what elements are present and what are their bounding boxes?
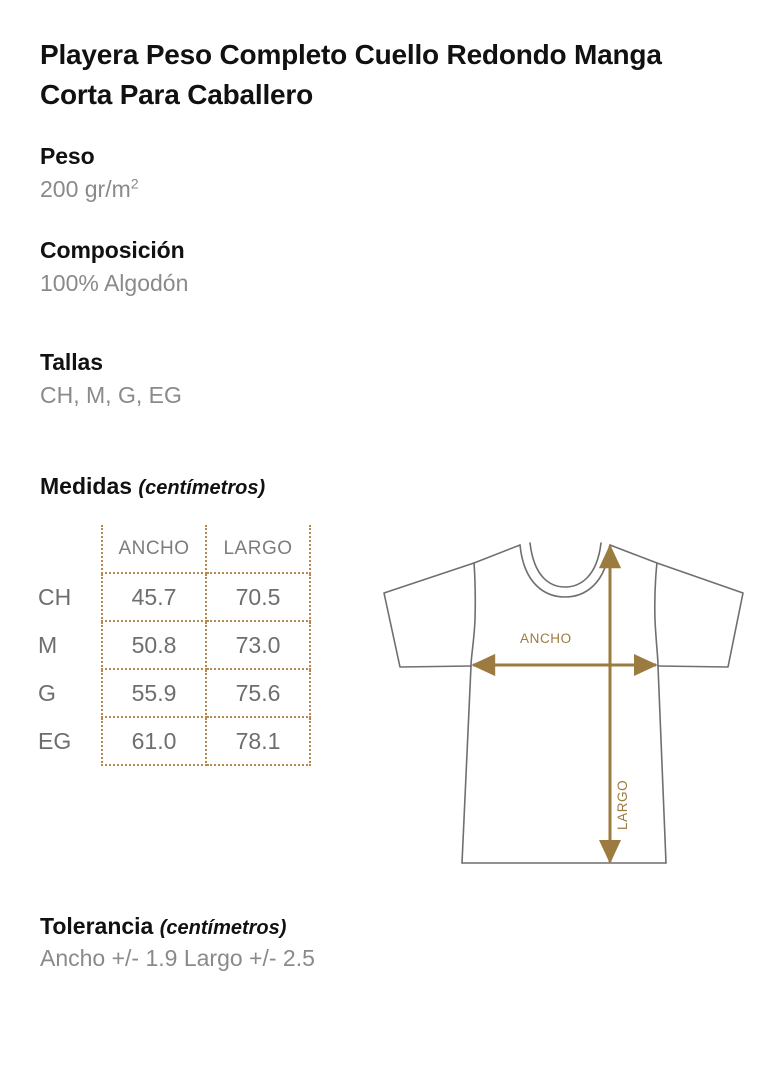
largo-arrow-label: LARGO — [615, 780, 630, 830]
column-header-ancho: ANCHO — [101, 525, 207, 574]
table-row: M 50.8 73.0 — [36, 621, 311, 670]
spec-peso-superscript: 2 — [130, 176, 139, 193]
cell-largo: 78.1 — [205, 717, 311, 766]
spec-tallas-value: CH, M, G, EG — [40, 382, 182, 409]
medidas-heading-text: Medidas — [40, 473, 133, 499]
tolerancia-value: Ancho +/- 1.9 Largo +/- 2.5 — [40, 945, 315, 971]
row-size-label: EG — [38, 727, 72, 754]
table-row: G 55.9 75.6 — [36, 669, 311, 718]
cell-ancho: 50.8 — [101, 621, 207, 670]
medidas-heading-units: (centímetros) — [138, 477, 266, 499]
table-header-row: ANCHO LARGO — [36, 525, 311, 574]
page-title: Playera Peso Completo Cuello Redondo Man… — [40, 38, 662, 110]
spec-tallas-label: Tallas — [40, 349, 103, 375]
cell-largo: 70.5 — [205, 573, 311, 622]
cell-ancho: 45.7 — [101, 573, 207, 622]
spec-composicion-label: Composición — [40, 237, 185, 263]
spec-peso: Peso 200 gr/m2 — [40, 143, 139, 204]
ancho-arrow-label: ANCHO — [520, 631, 572, 646]
column-header-largo: LARGO — [205, 525, 311, 574]
spec-peso-value: 200 gr/m2 — [40, 175, 139, 204]
table-row: CH 45.7 70.5 — [36, 573, 311, 622]
spec-peso-value-text: 200 gr/m — [40, 176, 131, 203]
row-size-label: CH — [38, 583, 72, 610]
cell-ancho: 61.0 — [101, 717, 207, 766]
table-corner-cell — [36, 525, 102, 573]
cell-largo: 75.6 — [205, 669, 311, 718]
row-size-label: M — [38, 631, 58, 658]
cell-ancho: 55.9 — [101, 669, 207, 718]
table-row: EG 61.0 78.1 — [36, 717, 311, 766]
cell-largo: 73.0 — [205, 621, 311, 670]
spec-tallas: Tallas CH, M, G, EG — [40, 349, 182, 410]
spec-composicion-value: 100% Algodón — [40, 270, 189, 297]
size-table-body: CH 45.7 70.5 M 50.8 73.0 G 55.9 75.6 EG … — [36, 573, 311, 766]
measurements-area: ANCHO LARGO CH 45.7 70.5 M 50.8 73.0 G 5… — [0, 525, 767, 880]
tshirt-outline-icon — [383, 542, 744, 864]
tshirt-svg: ANCHO LARGO — [383, 542, 744, 864]
spec-composicion: Composición 100% Algodón — [40, 237, 189, 298]
row-size-label: G — [38, 679, 56, 706]
medidas-heading: Medidas (centímetros) — [40, 473, 265, 500]
tolerancia-heading: Tolerancia (centímetros) — [40, 913, 286, 940]
tolerancia-heading-units: (centímetros) — [159, 917, 287, 939]
spec-peso-label: Peso — [40, 143, 95, 169]
tolerancia-heading-text: Tolerancia — [40, 913, 154, 939]
tshirt-diagram: ANCHO LARGO — [370, 525, 760, 880]
size-table-header: ANCHO LARGO — [36, 525, 311, 574]
size-table: ANCHO LARGO CH 45.7 70.5 M 50.8 73.0 G 5… — [36, 525, 311, 766]
